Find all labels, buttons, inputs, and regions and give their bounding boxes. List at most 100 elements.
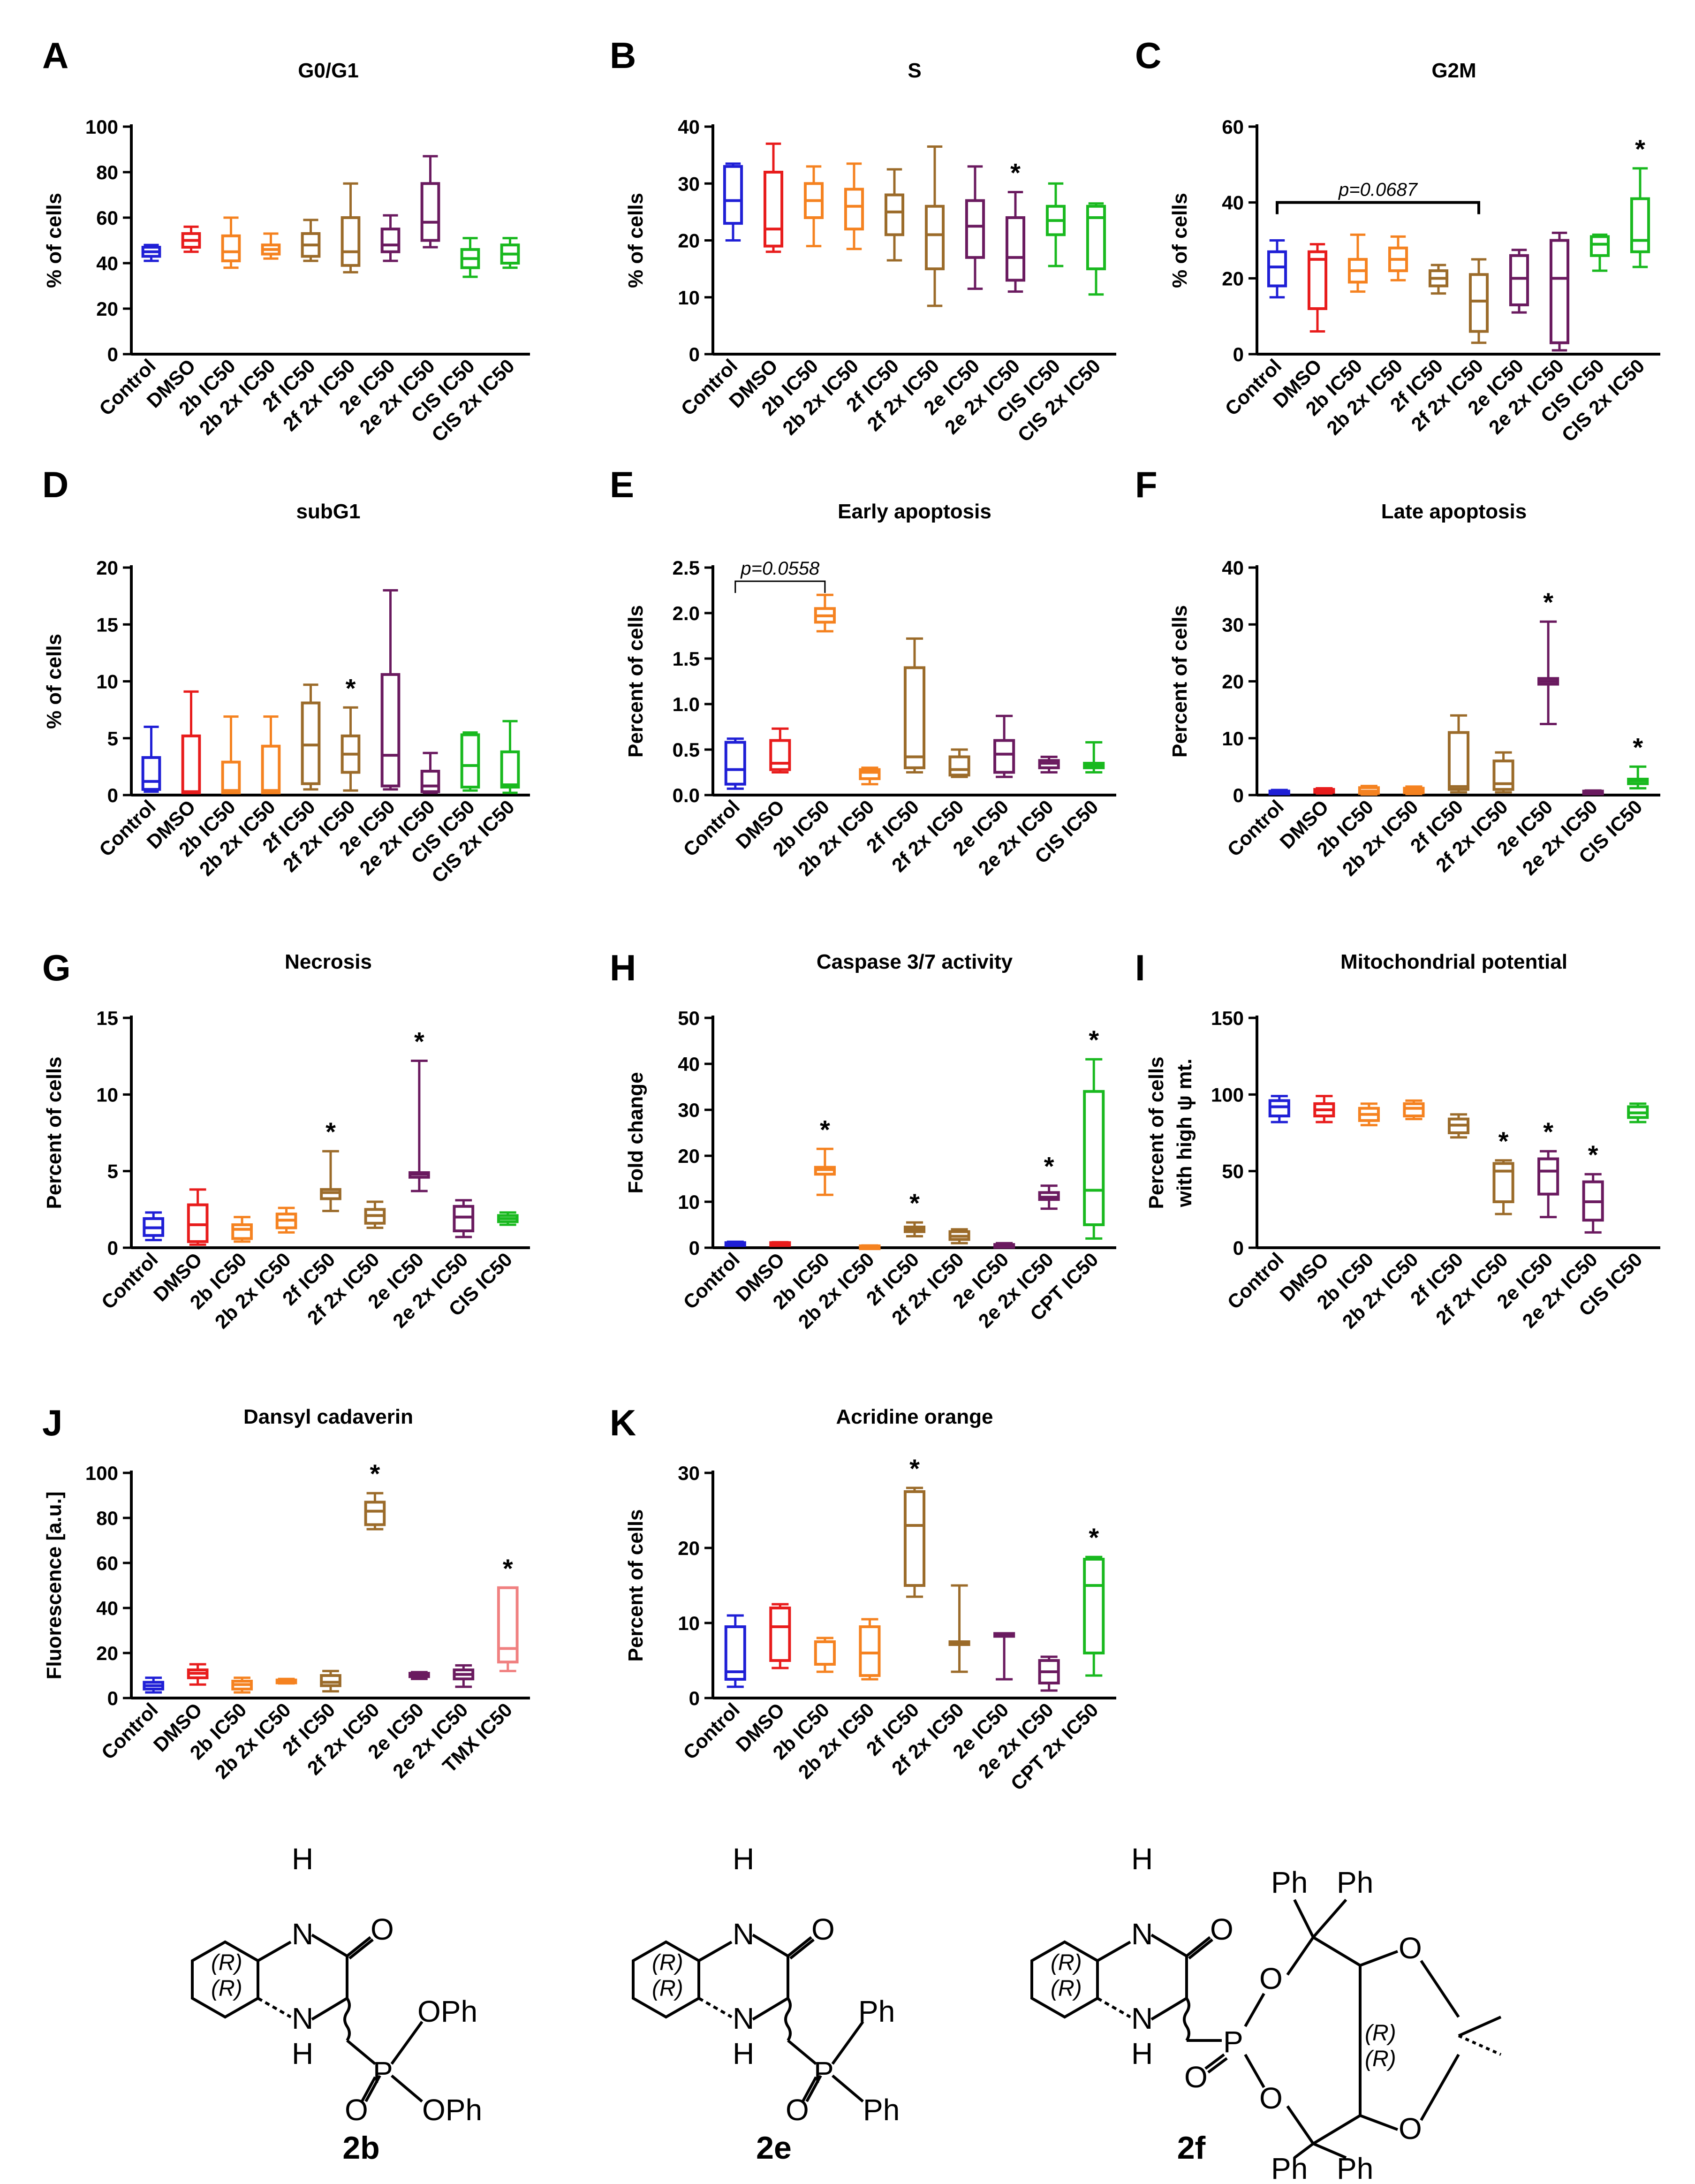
box-2e-2x-ic50 <box>420 751 440 794</box>
box-cis-ic50 <box>497 1211 519 1226</box>
box-iqr <box>1086 205 1106 271</box>
box-2b-2x-ic50 <box>261 232 281 260</box>
substituent-label: Ph <box>863 2093 900 2127</box>
box-iqr <box>1509 254 1529 306</box>
box-iqr <box>187 1203 209 1243</box>
box-iqr <box>181 734 201 795</box>
y-axis-label: Percent of cells <box>1145 1056 1168 1209</box>
box-cis-ic50 <box>460 237 480 278</box>
structure-2e: (R) (R) H N O N H P O Ph Ph <box>632 1842 900 2127</box>
chart-title: Late apoptosis <box>1381 500 1527 523</box>
box-iqr <box>763 171 784 248</box>
box-2b-ic50 <box>814 593 836 633</box>
y-tick-label: 1.5 <box>673 648 700 670</box>
atom-label: O <box>1399 1931 1422 1965</box>
box-iqr <box>769 739 791 771</box>
box-2f-ic50 <box>884 168 905 262</box>
substituent-label: OPh <box>422 2093 482 2127</box>
panel-F: F Late apoptosis 0 10 20 30 40 Percent of cells… <box>1135 464 1660 880</box>
box-control <box>1268 1095 1290 1123</box>
box-iqr <box>221 760 241 795</box>
significance-star: * <box>1543 587 1553 617</box>
y-tick-label: 50 <box>678 1007 700 1029</box>
panel-letter: D <box>42 464 68 505</box>
atom-label: N <box>1131 1917 1153 1951</box>
box-control <box>723 162 743 242</box>
atom-label: O <box>371 1912 394 1946</box>
box-2e-2x-ic50 <box>1038 1184 1060 1210</box>
box-dmso <box>769 727 791 774</box>
y-tick-label: 40 <box>678 1053 700 1075</box>
box-iqr <box>1549 239 1570 344</box>
box-dmso <box>769 1241 791 1247</box>
box-dmso <box>763 142 784 253</box>
box-dmso <box>181 690 201 795</box>
y-tick-label: 2.0 <box>673 602 700 624</box>
y-tick-label: 40 <box>96 252 118 274</box>
p-value-label: p=0.0558 <box>740 558 820 579</box>
box-2e-ic50 <box>965 165 985 290</box>
panel-letter: C <box>1135 35 1161 76</box>
y-tick-label: 0 <box>1233 784 1244 806</box>
significance-star: * <box>1633 732 1643 762</box>
box-dmso <box>1307 243 1328 333</box>
box-2b-ic50 <box>803 165 824 248</box>
significance-star: * <box>346 673 356 703</box>
x-tick-label: Control <box>97 1248 162 1313</box>
x-tick-label: Control <box>95 355 160 420</box>
significance-star: * <box>1498 1126 1509 1156</box>
y-tick-label: 30 <box>678 1462 700 1484</box>
box-2b-ic50 <box>221 715 241 795</box>
box-control <box>724 1614 746 1688</box>
atom-label: O <box>1184 2060 1208 2094</box>
significance-star: * <box>1588 1140 1598 1169</box>
y-tick-label: 0 <box>107 784 118 806</box>
panel-J: J Dansyl cadaverin 0 20 40 60 80 100 Fluorescenc… <box>42 1402 530 1783</box>
substituent-label: Ph <box>1337 2152 1373 2181</box>
box-iqr <box>948 755 970 777</box>
significance-star: * <box>325 1117 336 1146</box>
box-iqr <box>859 1625 881 1677</box>
substituent-label: OPh <box>417 1994 477 2028</box>
box-control <box>141 243 161 262</box>
atom-label: O <box>786 2093 809 2127</box>
chart-title: Mitochondrial potential <box>1340 950 1567 973</box>
box-control <box>1268 789 1290 796</box>
box-iqr <box>1403 1102 1425 1118</box>
box-2e-ic50 <box>409 1059 430 1192</box>
y-tick-label: 0 <box>689 1237 700 1259</box>
box-2e-ic50 <box>1537 620 1559 725</box>
x-tick-label: Control <box>97 1699 162 1764</box>
y-tick-label: 0 <box>1233 343 1244 365</box>
box-iqr <box>1447 731 1470 791</box>
box-2e-2x-ic50 <box>1582 1173 1604 1234</box>
x-tick-label: Control <box>95 796 160 861</box>
y-tick-label: 60 <box>96 207 118 229</box>
box-2b-2x-ic50 <box>844 162 864 250</box>
compound-label-2f: 2f <box>1177 2130 1206 2166</box>
y-tick-label: 50 <box>1222 1160 1244 1183</box>
box-control <box>724 1240 746 1247</box>
box-2b-ic50 <box>814 1637 836 1673</box>
atom-label: N <box>733 1917 754 1951</box>
box-iqr <box>1083 1090 1105 1227</box>
y-tick-label: 20 <box>1222 267 1244 289</box>
y-tick-label: 0 <box>689 343 700 365</box>
box-2e-ic50 <box>380 589 401 791</box>
box-iqr <box>221 234 241 263</box>
box-iqr <box>1492 759 1514 791</box>
box-2f-ic50 <box>903 1486 926 1598</box>
box-iqr <box>320 1188 341 1200</box>
box-iqr <box>420 182 440 242</box>
panel-letter: E <box>610 464 634 505</box>
box-2f-2x-ic50 <box>1492 1159 1514 1215</box>
y-tick-label: 100 <box>1211 1084 1244 1106</box>
box-2f-ic50 <box>320 1669 341 1693</box>
box-cpt-ic50 <box>1083 1058 1105 1240</box>
box-dmso <box>181 225 201 253</box>
box-cis-ic50 <box>1083 741 1105 774</box>
box-cis-ic50 <box>1589 233 1610 272</box>
box-iqr <box>769 1607 791 1662</box>
box-2e-ic50 <box>993 1242 1015 1249</box>
box-2b-ic50 <box>1358 1102 1380 1127</box>
